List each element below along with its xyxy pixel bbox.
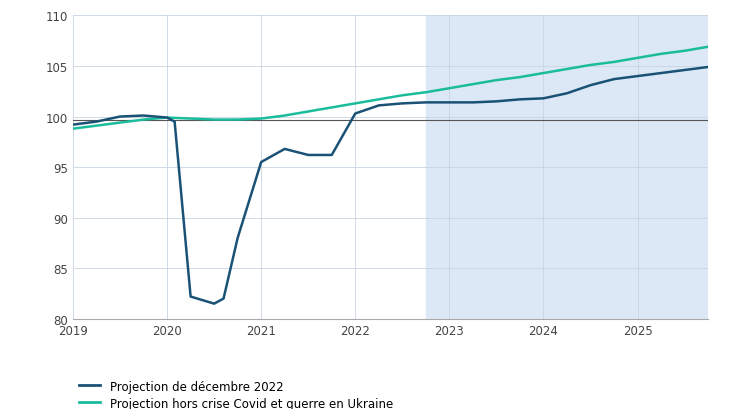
Legend: Projection de décembre 2022, Projection hors crise Covid et guerre en Ukraine: Projection de décembre 2022, Projection … bbox=[79, 380, 393, 409]
Bar bbox=[426, 16, 708, 319]
